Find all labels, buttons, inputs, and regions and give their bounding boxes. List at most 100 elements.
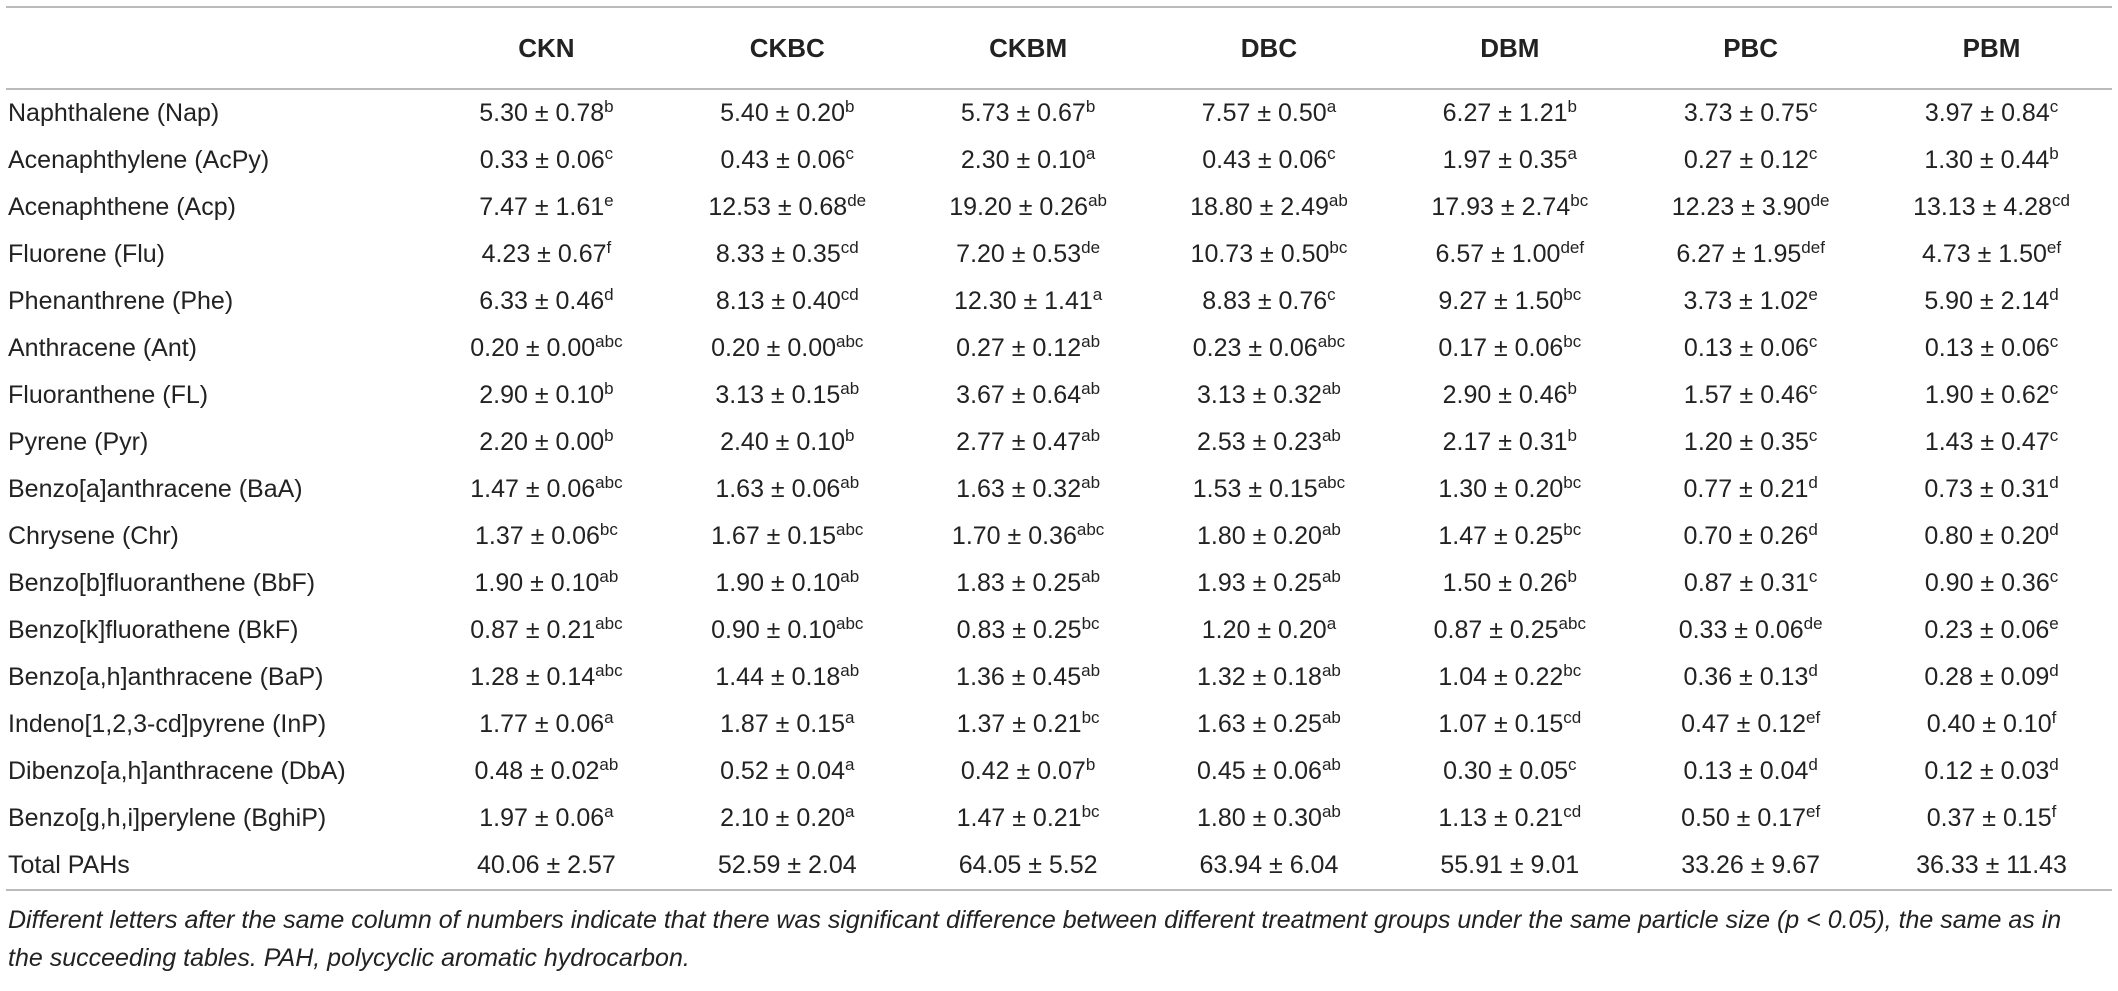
column-header: DBC bbox=[1148, 7, 1390, 90]
table-cell: 0.13 ± 0.04d bbox=[1630, 748, 1871, 795]
table-cell: 1.67 ± 0.15abc bbox=[667, 513, 908, 560]
significance-letter: b bbox=[1567, 567, 1577, 586]
table-cell: 2.40 ± 0.10b bbox=[667, 419, 908, 466]
row-label: Anthracene (Ant) bbox=[8, 334, 197, 362]
table-cell: 0.87 ± 0.25abc bbox=[1389, 607, 1630, 654]
table-cell: 1.07 ± 0.15cd bbox=[1389, 701, 1630, 748]
table-row: Benzo[k]fluorathene (BkF) 0.87 ± 0.21abc 0… bbox=[6, 607, 2112, 654]
cell-value: 0.20 ± 0.00 bbox=[711, 334, 837, 362]
table-row: Naphthalene (Nap) 5.30 ± 0.78b 5.40 ± 0.20… bbox=[6, 89, 2112, 137]
cell-value: 13.13 ± 4.28 bbox=[1913, 193, 2052, 221]
table-cell: 1.80 ± 0.30ab bbox=[1149, 795, 1390, 842]
significance-letter: ab bbox=[840, 379, 860, 398]
table-cell: 0.83 ± 0.25bc bbox=[908, 607, 1149, 654]
table-cell: 7.20 ± 0.53de bbox=[908, 231, 1149, 278]
cell-value: 52.59 ± 2.04 bbox=[717, 851, 857, 879]
row-label: Naphthalene (Nap) bbox=[8, 99, 220, 127]
cell-value: 1.07 ± 0.15 bbox=[1438, 710, 1564, 738]
column-header: CKN bbox=[426, 7, 667, 90]
significance-letter: f bbox=[2051, 708, 2057, 727]
cell-value: 0.12 ± 0.03 bbox=[1924, 757, 2050, 785]
table-cell: 36.33 ± 11.43 bbox=[1871, 842, 2112, 890]
significance-letter: c bbox=[2049, 97, 2059, 116]
cell-value: 0.87 ± 0.21 bbox=[470, 616, 596, 644]
significance-letter: ab bbox=[840, 567, 860, 586]
cell-value: 2.20 ± 0.00 bbox=[479, 428, 605, 456]
table-cell: 1.77 ± 0.06a bbox=[426, 701, 667, 748]
cell-value: 1.36 ± 0.45 bbox=[956, 663, 1082, 691]
table-cell: 1.20 ± 0.35c bbox=[1630, 419, 1871, 466]
cell-value: 0.90 ± 0.10 bbox=[711, 616, 837, 644]
table-cell: 0.13 ± 0.06c bbox=[1630, 325, 1871, 372]
table-cell: 5.40 ± 0.20b bbox=[667, 89, 908, 137]
table-cell: 0.36 ± 0.13d bbox=[1630, 654, 1871, 701]
table-cell: 1.04 ± 0.22bc bbox=[1389, 654, 1630, 701]
cell-value: 0.50 ± 0.17 bbox=[1681, 804, 1807, 832]
cell-value: 0.87 ± 0.31 bbox=[1683, 569, 1809, 597]
table-cell: 1.37 ± 0.21bc bbox=[908, 701, 1149, 748]
table-cell: 1.87 ± 0.15a bbox=[667, 701, 908, 748]
table-row: Fluoranthene (FL) 2.90 ± 0.10b 3.13 ± 0.15… bbox=[6, 372, 2112, 419]
significance-letter: ab bbox=[1081, 379, 1101, 398]
significance-letter: ab bbox=[599, 755, 619, 774]
significance-letter: b bbox=[1085, 97, 1096, 116]
table-cell: 12.53 ± 0.68de bbox=[667, 184, 908, 231]
cell-value: 2.10 ± 0.20 bbox=[720, 804, 845, 832]
cell-value: 1.97 ± 0.35 bbox=[1442, 146, 1568, 174]
table-cell: 1.43 ± 0.47c bbox=[1871, 419, 2112, 466]
significance-letter: ab bbox=[1321, 567, 1341, 586]
cell-value: 4.73 ± 1.50 bbox=[1921, 240, 2047, 268]
table-cell: 0.27 ± 0.12ab bbox=[908, 325, 1149, 372]
cell-value: 0.13 ± 0.04 bbox=[1683, 757, 1809, 785]
table-cell: 6.57 ± 1.00def bbox=[1389, 231, 1630, 278]
significance-letter: bc bbox=[1563, 473, 1582, 492]
cell-value: 0.27 ± 0.12 bbox=[956, 334, 1082, 362]
cell-value: 4.23 ± 0.67 bbox=[481, 240, 607, 268]
table-cell: 2.10 ± 0.20a bbox=[667, 795, 908, 842]
cell-value: 1.44 ± 0.18 bbox=[715, 663, 841, 691]
table-cell: 52.59 ± 2.04 bbox=[667, 842, 908, 890]
table-row: Benzo[a,h]anthracene (BaP) 1.28 ± 0.14abc… bbox=[6, 654, 2112, 701]
table-cell: 1.13 ± 0.21cd bbox=[1389, 795, 1630, 842]
row-label: Pyrene (Pyr) bbox=[8, 428, 149, 456]
table-cell: 0.73 ± 0.31d bbox=[1871, 466, 2112, 513]
significance-letter: cd bbox=[840, 285, 859, 304]
table-cell: 0.87 ± 0.21abc bbox=[426, 607, 667, 654]
significance-letter: c bbox=[1808, 332, 1818, 351]
significance-letter: de bbox=[1081, 238, 1101, 257]
significance-letter: a bbox=[1092, 285, 1103, 304]
table-cell: 1.97 ± 0.06a bbox=[426, 795, 667, 842]
table-row: Chrysene (Chr) 1.37 ± 0.06bc 1.67 ± 0.15ab… bbox=[6, 513, 2112, 560]
table-cell: 33.26 ± 9.67 bbox=[1630, 842, 1871, 890]
cell-value: 7.57 ± 0.50 bbox=[1201, 99, 1327, 127]
cell-value: 0.87 ± 0.25 bbox=[1433, 616, 1559, 644]
table-cell: 7.47 ± 1.61e bbox=[426, 184, 667, 231]
cell-value: 1.37 ± 0.21 bbox=[956, 710, 1082, 738]
table-cell: 1.28 ± 0.14abc bbox=[426, 654, 667, 701]
significance-letter: c bbox=[604, 144, 614, 163]
significance-letter: a bbox=[604, 802, 614, 821]
table-cell: 12.30 ± 1.41a bbox=[908, 278, 1149, 325]
cell-value: 5.40 ± 0.20 bbox=[720, 99, 845, 127]
table-cell: 0.80 ± 0.20d bbox=[1871, 513, 2112, 560]
significance-letter: a bbox=[845, 708, 855, 727]
table-row: Benzo[a]anthracene (BaA) 1.47 ± 0.06abc 1.… bbox=[6, 466, 2112, 513]
table-cell: 19.20 ± 0.26ab bbox=[908, 184, 1149, 231]
table-cell: 18.80 ± 2.49ab bbox=[1149, 184, 1390, 231]
significance-letter: ab bbox=[1081, 426, 1101, 445]
footnote: Different letters after the same column … bbox=[8, 906, 2062, 972]
cell-value: 1.30 ± 0.20 bbox=[1438, 475, 1564, 503]
table-cell: 0.20 ± 0.00abc bbox=[426, 325, 667, 372]
cell-value: 1.63 ± 0.32 bbox=[956, 475, 1082, 503]
table-cell: 1.83 ± 0.25ab bbox=[908, 560, 1149, 607]
significance-letter: c bbox=[1568, 755, 1577, 774]
row-label: Fluorene (Flu) bbox=[8, 240, 165, 268]
cell-value: 2.30 ± 0.10 bbox=[960, 146, 1086, 174]
table-row: Pyrene (Pyr) 2.20 ± 0.00b 2.40 ± 0.10b 2.77… bbox=[6, 419, 2112, 466]
table-cell: 0.33 ± 0.06c bbox=[426, 137, 667, 184]
significance-letter: ef bbox=[1806, 708, 1821, 727]
column-header: CKBM bbox=[907, 7, 1149, 90]
significance-letter: cd bbox=[840, 238, 859, 257]
significance-letter: b bbox=[604, 97, 614, 116]
